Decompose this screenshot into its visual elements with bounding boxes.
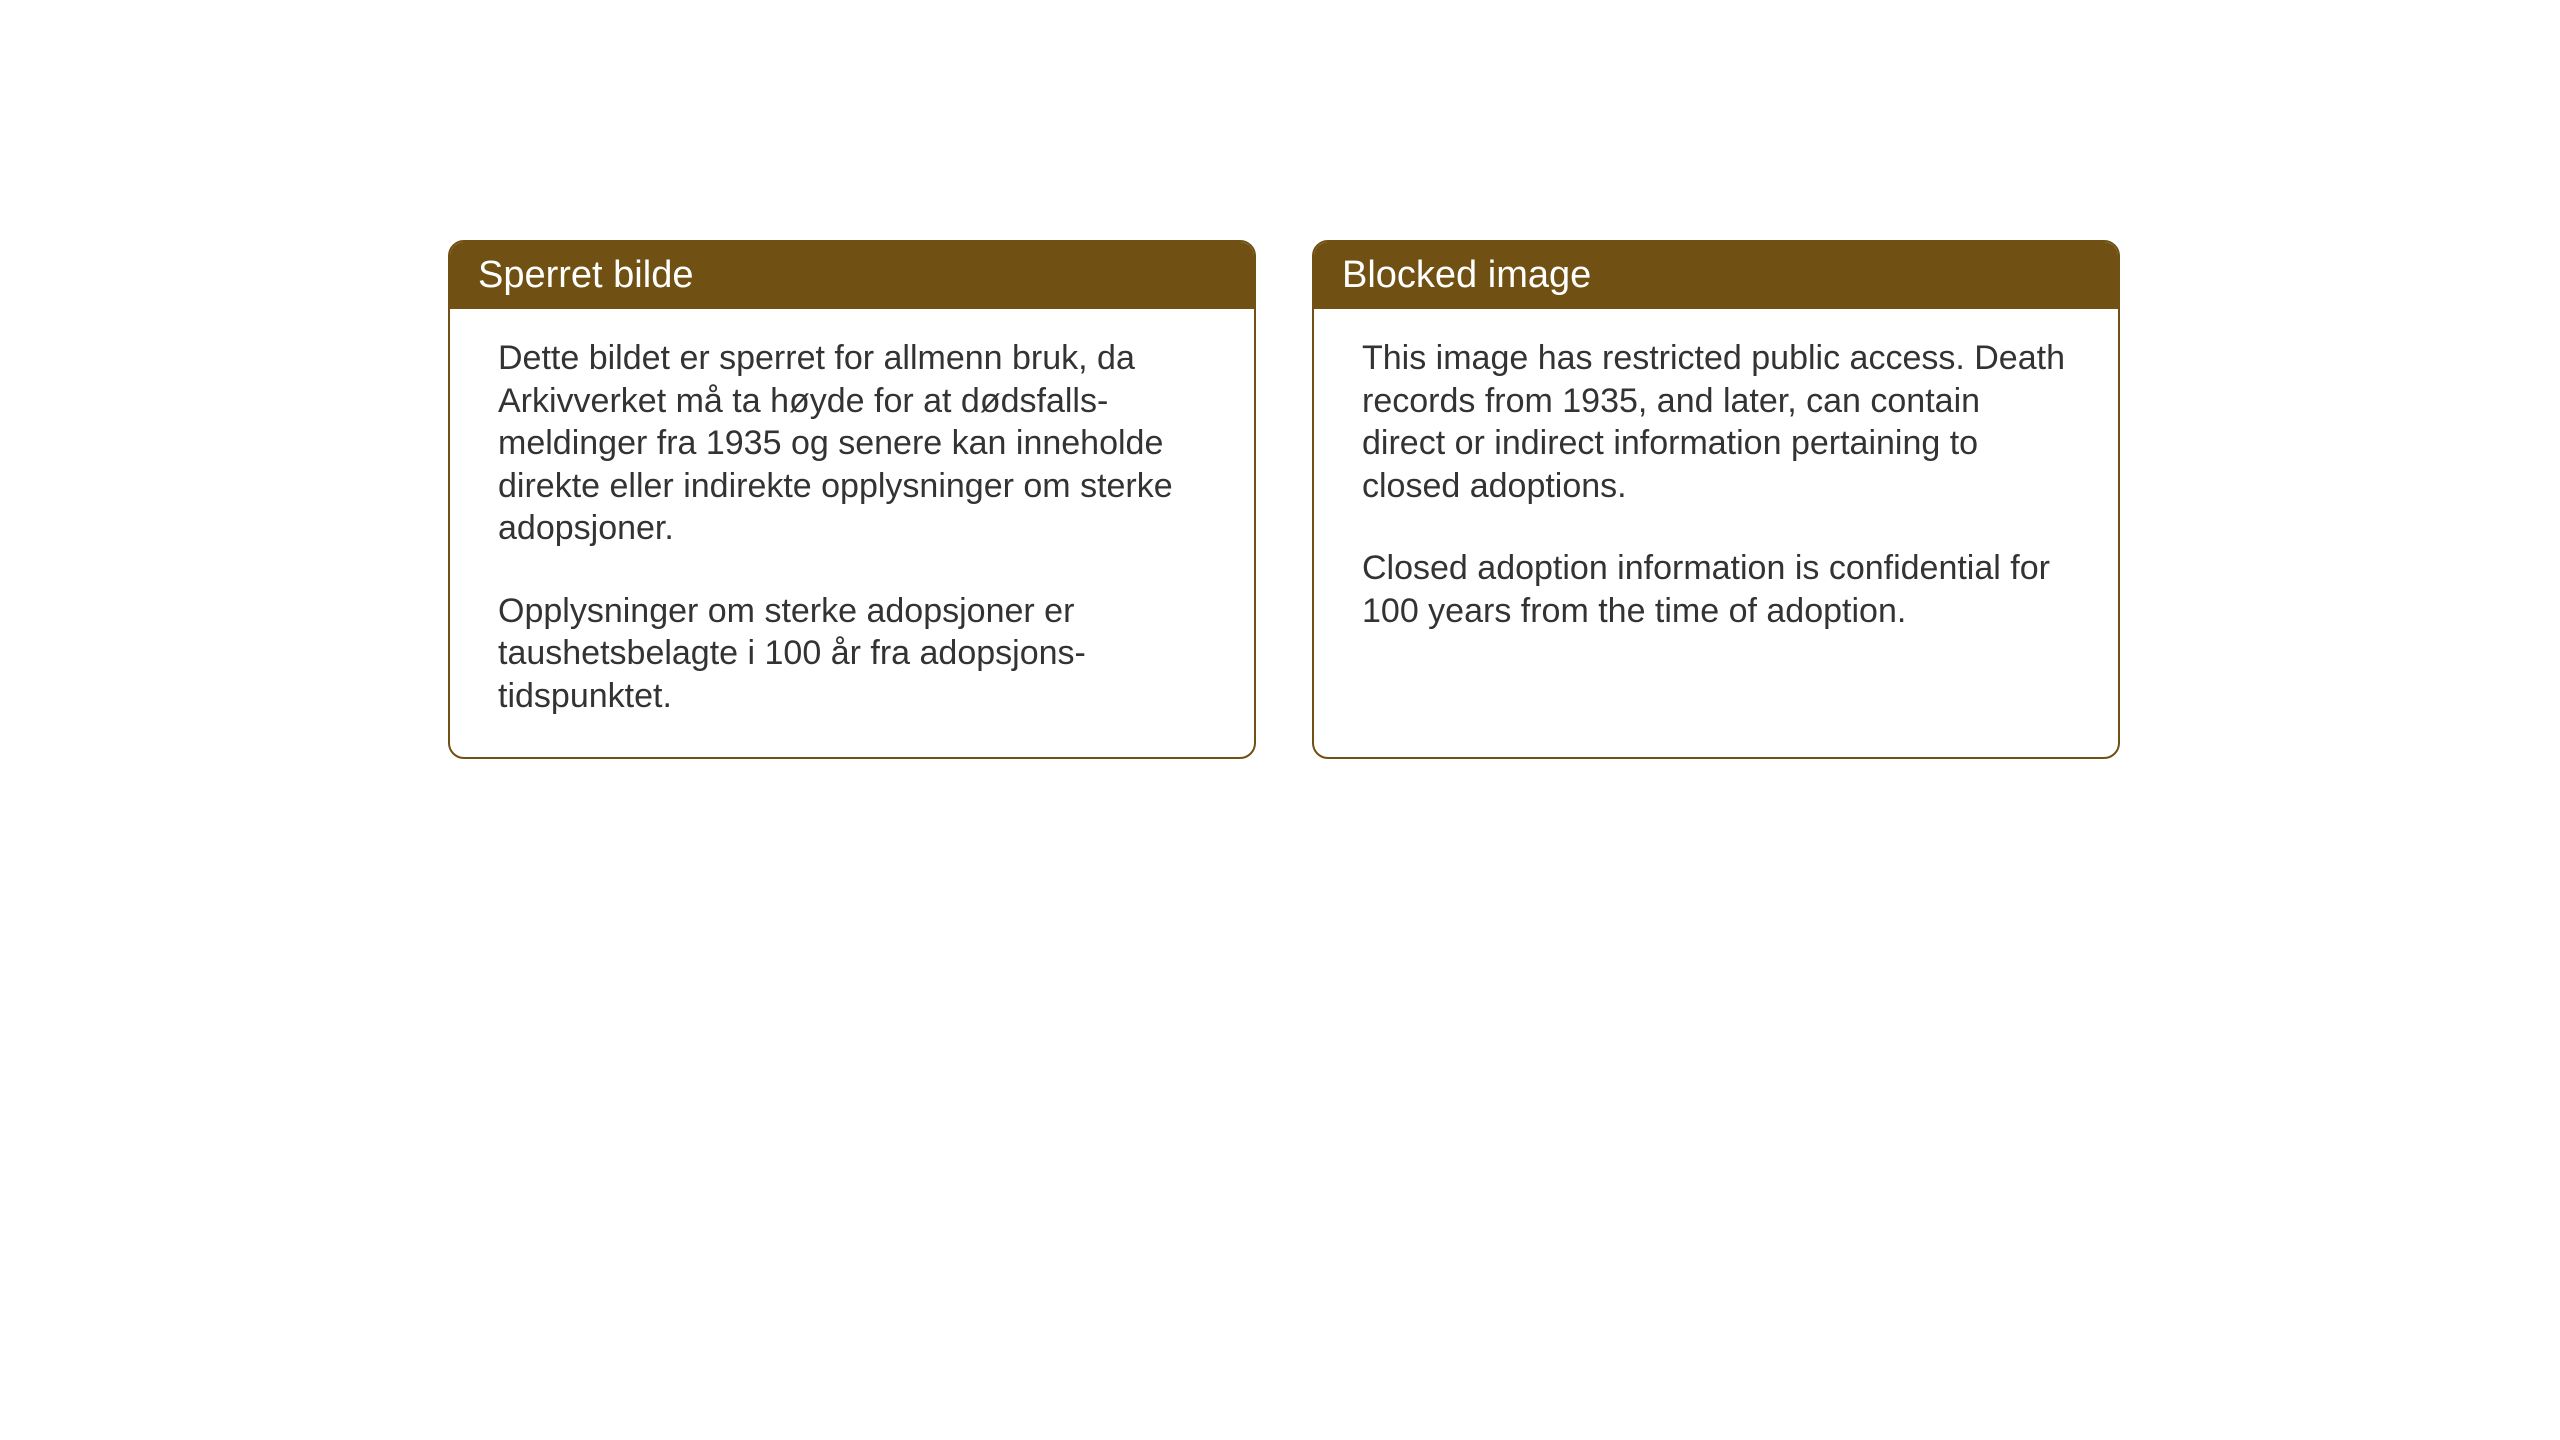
english-card-title: Blocked image [1314,242,2118,309]
english-card-body: This image has restricted public access.… [1314,309,2118,757]
norwegian-card-body: Dette bildet er sperret for allmenn bruk… [450,309,1254,757]
english-paragraph-1: This image has restricted public access.… [1362,337,2070,507]
notice-cards-container: Sperret bilde Dette bildet er sperret fo… [448,240,2120,759]
english-notice-card: Blocked image This image has restricted … [1312,240,2120,759]
norwegian-card-title: Sperret bilde [450,242,1254,309]
norwegian-paragraph-1: Dette bildet er sperret for allmenn bruk… [498,337,1206,550]
english-paragraph-2: Closed adoption information is confident… [1362,547,2070,632]
norwegian-notice-card: Sperret bilde Dette bildet er sperret fo… [448,240,1256,759]
norwegian-paragraph-2: Opplysninger om sterke adopsjoner er tau… [498,590,1206,718]
